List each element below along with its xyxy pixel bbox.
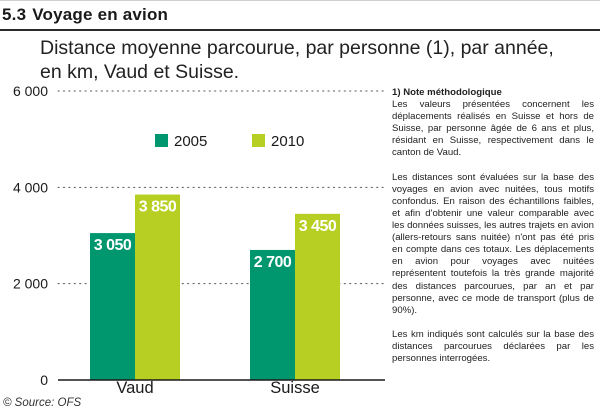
x-category-label: Vaud bbox=[116, 379, 153, 397]
x-category-label: Suisse bbox=[270, 379, 320, 397]
title-rule bbox=[0, 29, 600, 31]
bar-suisse-2010 bbox=[295, 213, 340, 380]
legend-swatch-2010 bbox=[252, 134, 265, 147]
y-tick-label: 4 000 bbox=[13, 179, 48, 195]
note-title: 1) Note méthodologique bbox=[392, 87, 502, 98]
bar-chart: 0 2 000 4 000 6 000 3 050 3 850 Vaud 2 700 3 450… bbox=[13, 83, 386, 397]
top-border bbox=[0, 0, 600, 1]
chart-subtitle: Distance moyenne parcourue, par personne… bbox=[40, 37, 554, 83]
section-heading: 5.3 Voyage en avion bbox=[2, 5, 168, 25]
data-label: 2 700 bbox=[254, 254, 292, 271]
section-number: 5.3 bbox=[2, 5, 27, 24]
bar-suisse-2005 bbox=[250, 249, 295, 380]
legend-swatch-2005 bbox=[155, 134, 168, 147]
source-credit: © Source: OFS bbox=[3, 397, 82, 409]
bar-vaud-2005 bbox=[90, 233, 135, 380]
section-title: Voyage en avion bbox=[32, 5, 169, 24]
methodology-note: 1) Note méthodologique Les valeurs prése… bbox=[392, 87, 594, 377]
note-paragraph-1: Les valeurs présentées concernent les dé… bbox=[392, 99, 594, 159]
y-tick-label: 0 bbox=[40, 372, 48, 388]
y-tick-label: 2 000 bbox=[13, 276, 48, 292]
legend-label-2010: 2010 bbox=[271, 133, 304, 150]
legend-label-2005: 2005 bbox=[174, 133, 207, 150]
data-label: 3 050 bbox=[94, 237, 132, 254]
y-tick-label: 6 000 bbox=[13, 83, 48, 99]
note-paragraph-3: Les km indiqués sont calculés sur la bas… bbox=[392, 328, 594, 365]
data-label: 3 450 bbox=[299, 218, 337, 235]
data-label: 3 850 bbox=[139, 199, 177, 216]
bar-vaud-2010 bbox=[135, 194, 180, 380]
note-paragraph-2: Les distances sont évaluées sur la base … bbox=[392, 171, 594, 316]
